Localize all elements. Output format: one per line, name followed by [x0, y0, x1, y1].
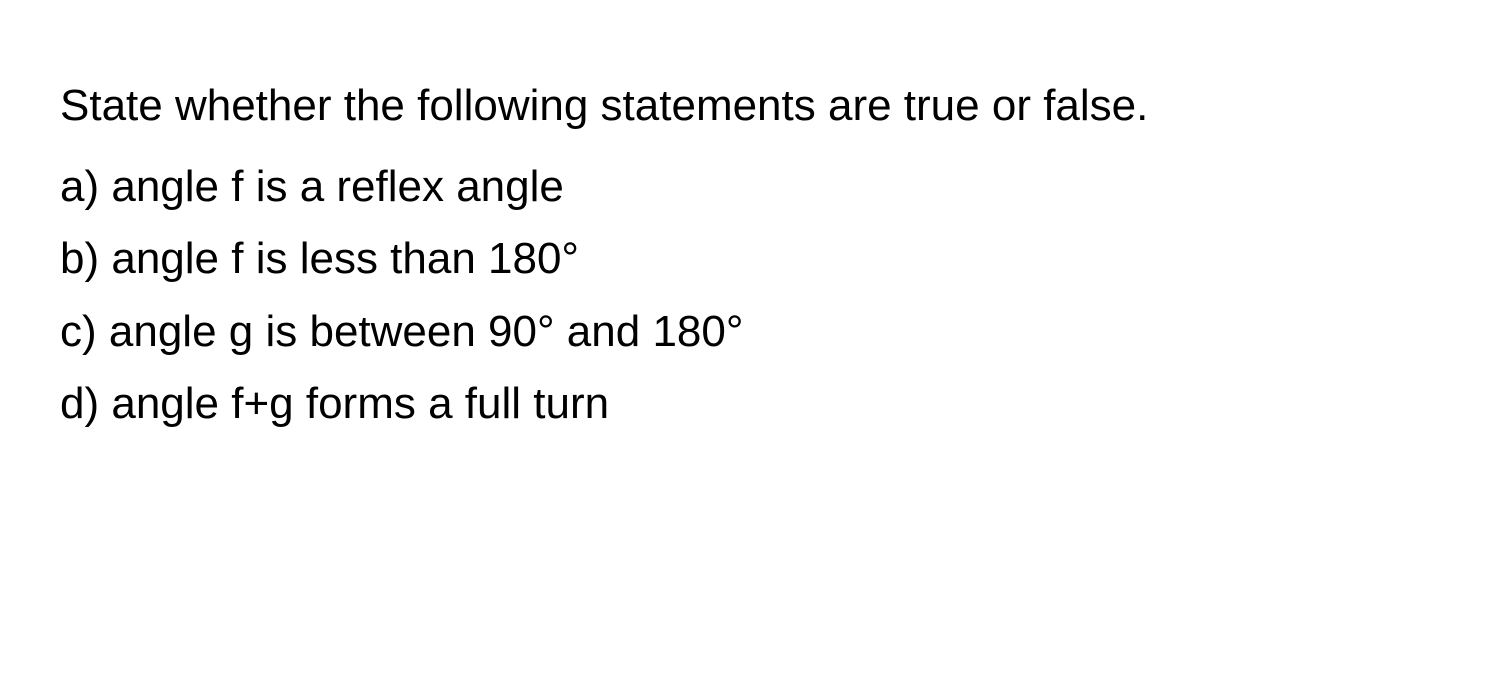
item-text: angle f is less than 180°	[111, 234, 579, 283]
question-item: c) angle g is between 90° and 180°	[60, 296, 1440, 369]
question-content: State whether the following statements a…	[60, 70, 1440, 441]
item-text: angle g is between 90° and 180°	[109, 307, 744, 356]
question-item: a) angle f is a reflex angle	[60, 151, 1440, 224]
item-label: d)	[60, 379, 99, 428]
question-item: b) angle f is less than 180°	[60, 223, 1440, 296]
item-label: a)	[60, 162, 99, 211]
item-text: angle f is a reflex angle	[111, 162, 564, 211]
item-label: b)	[60, 234, 99, 283]
question-item: d) angle f+g forms a full turn	[60, 368, 1440, 441]
item-text: angle f+g forms a full turn	[111, 379, 609, 428]
item-label: c)	[60, 307, 97, 356]
question-intro: State whether the following statements a…	[60, 70, 1440, 143]
